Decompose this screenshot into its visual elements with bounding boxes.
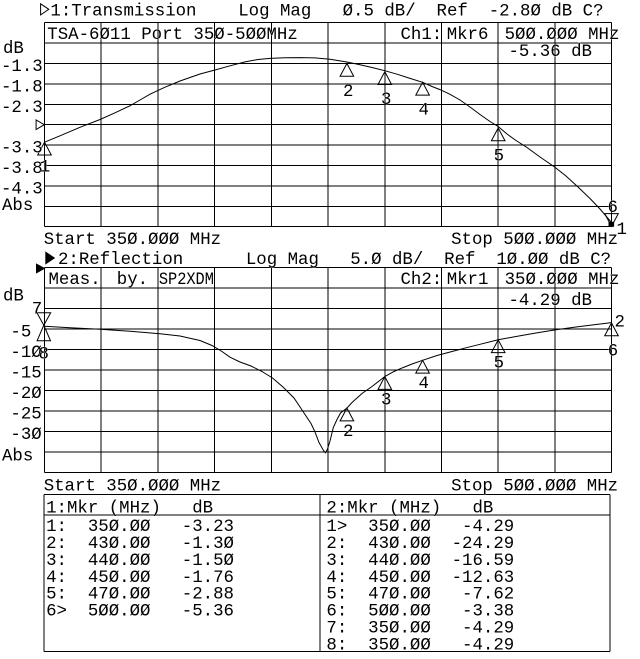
svg-text:-3.3: -3.3	[1, 140, 43, 159]
svg-text:6: 6	[608, 199, 618, 218]
svg-text:3: 44Ø.ØØ -1.5Ø: 3: 44Ø.ØØ -1.5Ø	[46, 552, 234, 571]
svg-text:-5.36 dB: -5.36 dB	[509, 43, 593, 62]
svg-text:-1.3: -1.3	[1, 58, 43, 77]
svg-text:-25: -25	[10, 406, 41, 425]
svg-text:1:Mkr (MHz) dB: 1:Mkr (MHz) dB	[46, 499, 213, 518]
svg-text:Ch1:: Ch1:	[401, 26, 443, 45]
svg-text:5: 5	[494, 355, 504, 374]
svg-text:Stop 5ØØ.ØØØ MHz: Stop 5ØØ.ØØØ MHz	[451, 231, 618, 250]
svg-text:Start 35Ø.ØØØ MHz: Start 35Ø.ØØØ MHz	[44, 231, 221, 250]
svg-text:6: 6	[608, 342, 618, 361]
svg-text:-2Ø: -2Ø	[10, 385, 41, 404]
svg-text:2: 43Ø.ØØ -1.3Ø: 2: 43Ø.ØØ -1.3Ø	[46, 535, 234, 554]
svg-text:-4.3: -4.3	[1, 180, 43, 199]
svg-text:5: 47Ø.ØØ -2.88: 5: 47Ø.ØØ -2.88	[46, 586, 234, 605]
svg-text:Meas.: Meas.	[49, 271, 101, 290]
svg-text:1: 1	[617, 221, 627, 240]
svg-text:SP2XDM: SP2XDM	[159, 271, 214, 290]
svg-text:2:Reflection Log Mag 5.: 2:Reflection Log Mag 5.Ø dB/ Ref 1Ø.ØØ d…	[58, 251, 611, 270]
svg-text:2: 43Ø.ØØ -24.29: 2: 43Ø.ØØ -24.29	[326, 535, 514, 554]
svg-text:5ØØ.ØØØ MHz: 5ØØ.ØØØ MHz	[505, 26, 620, 45]
svg-text:-3.8: -3.8	[1, 160, 43, 179]
svg-text:6> 5ØØ.ØØ -5.36: 6> 5ØØ.ØØ -5.36	[46, 603, 234, 622]
svg-text:8: 8	[39, 346, 49, 365]
svg-text:-4.29 dB: -4.29 dB	[509, 292, 593, 311]
svg-text:7: 35Ø.ØØ -4.29: 7: 35Ø.ØØ -4.29	[326, 620, 514, 639]
svg-text:1:Transmission Log Mag Ø.: 1:Transmission Log Mag Ø.5 dB/ Ref -2.8Ø…	[50, 2, 603, 21]
svg-text:2: 2	[615, 313, 625, 332]
svg-text:1> 35Ø.ØØ -4.29: 1> 35Ø.ØØ -4.29	[326, 518, 514, 537]
svg-text:dB: dB	[3, 288, 24, 307]
svg-text:5: 5	[494, 147, 504, 166]
svg-text:3: 3	[381, 391, 391, 410]
svg-text:Mkr1: Mkr1	[447, 271, 489, 290]
svg-text:-5: -5	[10, 324, 31, 343]
svg-text:5: 47Ø.ØØ -7.62: 5: 47Ø.ØØ -7.62	[326, 586, 514, 605]
svg-text:35Ø.ØØØ MHz: 35Ø.ØØØ MHz	[505, 271, 620, 290]
svg-text:4: 45Ø.ØØ -1.76: 4: 45Ø.ØØ -1.76	[46, 569, 234, 588]
svg-text:-1.8: -1.8	[1, 78, 43, 97]
svg-text:-3Ø: -3Ø	[10, 426, 41, 445]
svg-text:Mkr6: Mkr6	[447, 26, 489, 45]
svg-text:Abs: Abs	[2, 448, 33, 467]
svg-text:Abs: Abs	[2, 197, 33, 216]
svg-text:by.: by.	[117, 271, 148, 290]
svg-text:-1Ø: -1Ø	[10, 344, 41, 363]
svg-text:4: 4	[419, 102, 429, 121]
svg-text:2: 2	[343, 423, 353, 442]
svg-text:-2.3: -2.3	[1, 99, 43, 118]
svg-text:1: 1	[40, 159, 50, 178]
svg-text:Stop 5ØØ.ØØØ MHz: Stop 5ØØ.ØØØ MHz	[451, 478, 618, 497]
svg-text:4: 45Ø.ØØ -12.63: 4: 45Ø.ØØ -12.63	[326, 569, 514, 588]
svg-text:3: 3	[381, 91, 391, 110]
svg-text:6: 5ØØ.ØØ -3.38: 6: 5ØØ.ØØ -3.38	[326, 603, 514, 622]
svg-text:-15: -15	[10, 365, 41, 384]
svg-text:Start 35Ø.ØØØ MHz: Start 35Ø.ØØØ MHz	[44, 478, 221, 497]
svg-text:Ch2:: Ch2:	[401, 271, 443, 290]
svg-text:8: 35Ø.ØØ -4.29: 8: 35Ø.ØØ -4.29	[326, 637, 514, 656]
svg-text:4: 4	[419, 375, 429, 394]
svg-text:2: 2	[343, 83, 353, 102]
svg-text:7: 7	[32, 300, 42, 319]
svg-text:2:Mkr (MHz) dB: 2:Mkr (MHz) dB	[326, 499, 493, 518]
svg-text:dB: dB	[3, 40, 24, 59]
svg-text:TSA-6Ø11 Port 35Ø-5ØØMHz: TSA-6Ø11 Port 35Ø-5ØØMHz	[47, 26, 297, 45]
svg-text:3: 44Ø.ØØ -16.59: 3: 44Ø.ØØ -16.59	[326, 552, 514, 571]
svg-text:1: 35Ø.ØØ -3.23: 1: 35Ø.ØØ -3.23	[46, 518, 234, 537]
